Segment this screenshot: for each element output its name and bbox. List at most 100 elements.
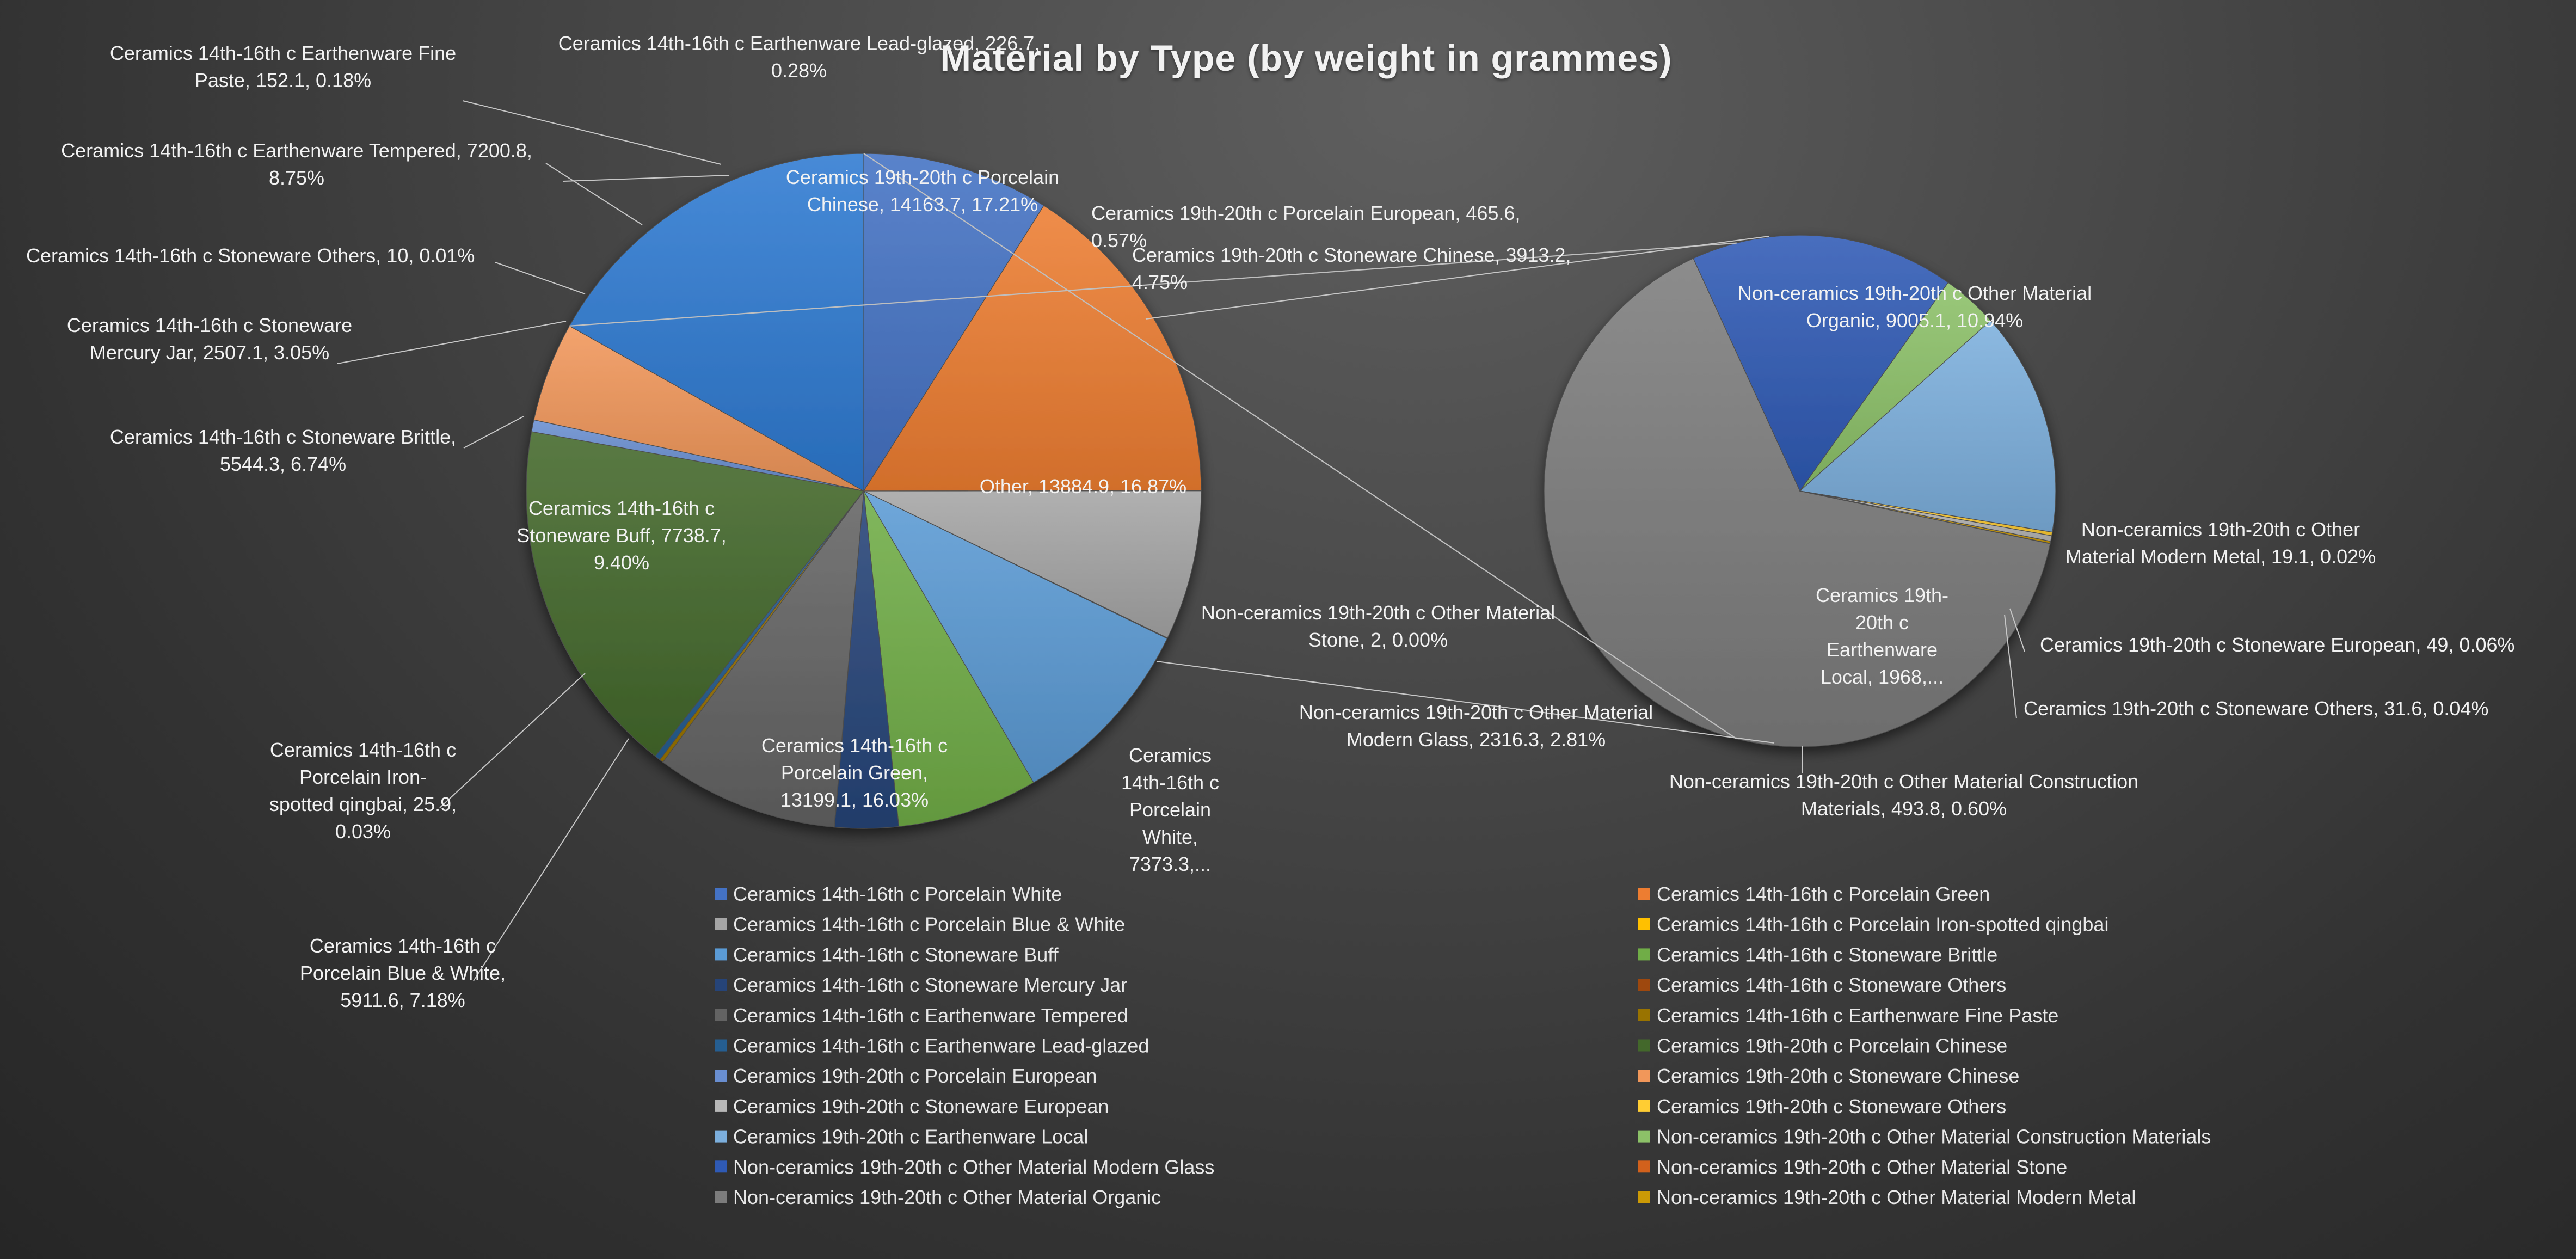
data-label: Ceramics 14th-16th c Stoneware Mercury Ja… [67,314,352,364]
data-label: Ceramics 14th-16th c Stoneware Brittle, 5… [110,426,456,475]
legend-swatch [1638,1009,1650,1021]
legend-label: Ceramics 19th-20th c Stoneware Chinese [1657,1065,2019,1087]
legend-label: Ceramics 19th-20th c Porcelain European [733,1065,1097,1087]
legend-swatch [715,1160,727,1173]
leader-line [337,321,567,364]
legend-swatch [715,948,727,961]
legend-label: Ceramics 14th-16th c Earthenware Lead-gl… [733,1035,1149,1057]
legend-swatch [715,979,727,991]
legend-label: Ceramics 14th-16th c Stoneware Mercury J… [733,974,1127,996]
legend-label: Ceramics 14th-16th c Stoneware Others [1657,974,2006,996]
pie-slice [863,490,1168,783]
primary-pie [526,153,1202,829]
legend-swatch [715,1009,727,1021]
data-label: Ceramics 14th-16th c Stoneware Others, 1… [26,244,475,267]
data-label: Ceramics 14th-16th c Stoneware Buff, 7738… [517,497,727,574]
legend-swatch [1638,888,1650,900]
legend: Ceramics 14th-16th c Porcelain White Cera… [715,883,2211,1208]
data-label: Ceramics 19th-20th c Stoneware Chinese, … [1132,244,1571,293]
leader-line [1156,661,1775,744]
pie-slice [569,153,864,492]
data-label: Ceramics 19th-20th c Porcelain European,… [1091,202,1520,251]
data-label: Ceramics 14th-16th c Porcelain Blue & Whi… [300,935,506,1011]
legend-label: Ceramics 19th-20th c Porcelain Chinese [1657,1035,2007,1057]
legend-swatch [1638,1070,1650,1082]
legend-swatch [1638,918,1650,930]
legend-label: Ceramics 14th-16th c Stoneware Buff [733,943,1059,966]
data-label: Ceramics 19th-20th c Stoneware Others, 3… [2024,697,2488,720]
leader-line [545,163,643,225]
legend-label: Ceramics 14th-16th c Porcelain Iron-spot… [1657,913,2108,936]
pie-slice [863,153,1044,493]
legend-label: Ceramics 14th-16th c Porcelain White [733,883,1062,905]
legend-label: Ceramics 14th-16th c Stoneware Brittle [1657,943,1997,966]
legend-label: Ceramics 19th-20th c Earthenware Local [733,1126,1088,1148]
data-labels: Ceramics 14th-16th c Porcelain White, 7373.3… [26,32,2515,1011]
leader-line [473,738,629,981]
connector-line [569,242,1737,327]
data-label: Non-ceramics 19th-20th c Other Material … [1669,770,2138,820]
legend-swatch [715,1070,727,1082]
legend-swatch [715,1039,727,1052]
legend-swatch [715,888,727,900]
pie-slice [1799,320,2056,533]
data-label: Ceramics 14th-16th c Earthenware Lead-gl… [558,32,1040,82]
legend-label: Non-ceramics 19th-20th c Other Material … [1657,1186,2136,1208]
data-label: Other, 13884.9, 16.87% [980,475,1186,498]
leader-line [463,416,524,449]
leader-line [2009,608,2025,652]
pie-slice [1693,235,1949,492]
legend-swatch [1638,1191,1650,1203]
data-label: Ceramics 14th-16th c Porcelain Iron-spott… [269,739,457,843]
legend-label: Non-ceramics 19th-20th c Other Material … [1657,1126,2211,1148]
data-label: Ceramics 14th-16th c Porcelain Green, 1319… [761,734,948,811]
leader-line [439,673,586,808]
legend-swatch [1638,979,1650,991]
data-label: Non-ceramics 19th-20th c Other Material M… [1299,701,1653,751]
legend-label: Non-ceramics 19th-20th c Other Material … [733,1156,1214,1178]
pie-of-pie-connectors [569,153,1737,740]
data-label: Non-ceramics 19th-20th c Other Material S… [1201,601,1555,651]
data-label: Non-ceramics 19th-20th c Other Material O… [1738,282,2092,331]
legend-swatch [1638,1039,1650,1052]
legend-swatch [715,1191,727,1203]
legend-swatch [715,1130,727,1143]
leader-line [2004,614,2017,719]
legend-swatch [1638,1160,1650,1173]
legend-label: Non-ceramics 19th-20th c Other Material … [1657,1156,2067,1178]
legend-label: Ceramics 19th-20th c Stoneware Others [1657,1095,2006,1117]
leader-line [563,175,730,182]
legend-label: Ceramics 19th-20th c Stoneware European [733,1095,1109,1117]
data-label: Ceramics 19th-20th c Stoneware European,… [2040,634,2515,656]
data-label: Ceramics 14th-16th c Porcelain White, 7373.3… [1121,744,1219,875]
leader-line [1145,236,1769,320]
data-label: Ceramics 14th-16th c Earthenware Fine Pas… [110,42,456,91]
pie-slice [1544,257,2051,747]
legend-swatch [1638,1130,1650,1143]
pie-slice [863,490,1034,827]
pie-slice [863,490,1202,638]
pie-slice [1799,490,2051,544]
leader-line [462,100,722,165]
legend-swatch [1638,948,1650,961]
legend-swatch [715,1100,727,1112]
data-label: Ceramics 14th-16th c Earthenware Tempere… [61,139,532,189]
legend-label: Non-ceramics 19th-20th c Other Material … [733,1186,1161,1208]
chart-title: Material by Type (by weight in grammes) [940,38,1673,79]
pie-slice [863,205,1202,492]
pie-slice [526,431,865,757]
legend-label: Ceramics 14th-16th c Earthenware Fine Pa… [1657,1004,2058,1027]
leader-line [495,262,586,294]
secondary-pie [1544,235,2056,747]
label-leader-lines [337,100,2025,981]
legend-label: Ceramics 14th-16th c Porcelain Blue & Wh… [733,913,1125,936]
connector-line [863,153,1737,740]
legend-label: Ceramics 14th-16th c Earthenware Tempere… [733,1004,1128,1027]
legend-swatch [1638,1100,1650,1112]
data-label: Ceramics 19th-20th c Earthenware Local, 19… [1816,584,1948,688]
data-label: Ceramics 19th-20th c Porcelain Chinese, 1… [786,166,1059,216]
legend-swatch [715,918,727,930]
data-label: Non-ceramics 19th-20th c Other Material M… [2065,518,2376,568]
